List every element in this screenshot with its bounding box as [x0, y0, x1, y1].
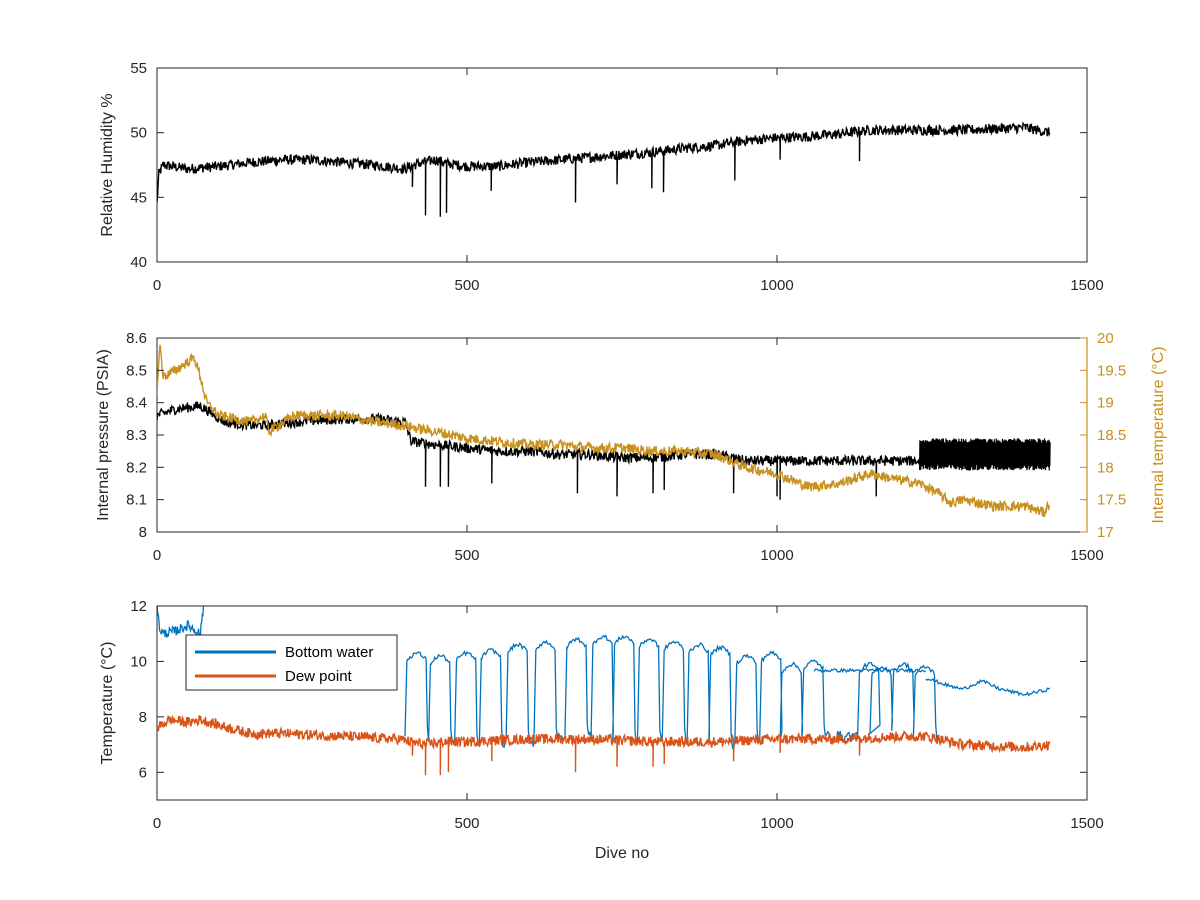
y-tick-label: 8.4 [126, 395, 147, 412]
humidity-y-axis-label: Relative Humidity % [99, 93, 116, 236]
legend-bottom-water-label: Bottom water [285, 644, 373, 661]
x-tick-label: 1500 [1070, 277, 1103, 294]
right-y-tick-label: 19.5 [1097, 362, 1126, 379]
x-tick-label: 1000 [760, 815, 793, 832]
humidity-plot-area [156, 67, 1088, 263]
right-y-tick-label: 17.5 [1097, 492, 1126, 509]
y-tick-label: 8.5 [126, 362, 147, 379]
temperature-lines [157, 606, 1051, 776]
dew-point-line [157, 714, 1051, 776]
y-tick-label: 8.6 [126, 330, 147, 347]
x-tick-label: 0 [153, 277, 161, 294]
bottom-water-late-line [925, 678, 1051, 697]
pressure-noise-band [919, 438, 1051, 471]
right-y-tick-label: 17 [1097, 524, 1114, 541]
humidity-lines [157, 121, 1051, 217]
y-tick-label: 8.3 [126, 427, 147, 444]
legend-dew-point-label: Dew point [285, 668, 353, 685]
y-tick-label: 8.1 [126, 492, 147, 509]
x-tick-label: 500 [454, 815, 479, 832]
x-tick-label: 1000 [760, 547, 793, 564]
x-tick-label: 1500 [1070, 815, 1103, 832]
y-tick-label: 8 [139, 709, 147, 726]
right-y-tick-label: 19 [1097, 395, 1114, 412]
y-tick-label: 55 [130, 60, 147, 77]
right-y-tick-label: 18.5 [1097, 427, 1126, 444]
pressure-y-axis-label: Internal pressure (PSIA) [95, 349, 112, 521]
y-tick-label: 50 [130, 125, 147, 142]
pressure-plot-area [156, 337, 1088, 533]
y-tick-label: 40 [130, 254, 147, 271]
x-tick-label: 0 [153, 815, 161, 832]
temperature-ticks: 0 500 1000 1500 6 8 10 12 [130, 598, 1103, 832]
x-tick-label: 1500 [1070, 547, 1103, 564]
bottom-water-early-line [157, 606, 205, 639]
x-tick-label: 0 [153, 547, 161, 564]
internal-temperature-y-axis-label: Internal temperature (°C) [1150, 346, 1167, 523]
right-y-tick-label: 20 [1097, 330, 1114, 347]
y-tick-label: 10 [130, 653, 147, 670]
bottom-water-plateau-line [813, 667, 926, 674]
temperature-y-axis-label: Temperature (°C) [99, 642, 116, 765]
panel2-series2-line [157, 344, 1051, 518]
temperature-panel: 0 500 1000 1500 6 8 10 12 Temperature (°C) Dive… [99, 598, 1104, 862]
x-tick-label: 500 [454, 277, 479, 294]
legend: Bottom water Dew point [185, 634, 398, 691]
pressure-ticks: 0 500 1000 1500 8 8.1 8.2 8.3 8.4 8.5 8.6 17 17.5 18 1… [126, 330, 1126, 564]
humidity-ticks: 0 500 1000 1500 40 45 50 55 [130, 60, 1103, 294]
x-tick-label: 1000 [760, 277, 793, 294]
pressure-lines [157, 344, 1051, 518]
y-tick-label: 45 [130, 189, 147, 206]
legend-box [185, 634, 398, 691]
pressure-panel: 0 500 1000 1500 8 8.1 8.2 8.3 8.4 8.5 8.6 17 17.5 18 1… [95, 330, 1167, 564]
x-tick-label: 500 [454, 547, 479, 564]
y-tick-label: 12 [130, 598, 147, 615]
y-tick-label: 8.2 [126, 459, 147, 476]
y-tick-label: 6 [139, 764, 147, 781]
humidity-panel: 0 500 1000 1500 40 45 50 55 Relative Humidity % [99, 60, 1104, 294]
y-tick-label: 8 [139, 524, 147, 541]
x-axis-label: Dive no [595, 845, 649, 862]
panel1-series1-line [157, 121, 1051, 217]
right-y-tick-label: 18 [1097, 459, 1114, 476]
